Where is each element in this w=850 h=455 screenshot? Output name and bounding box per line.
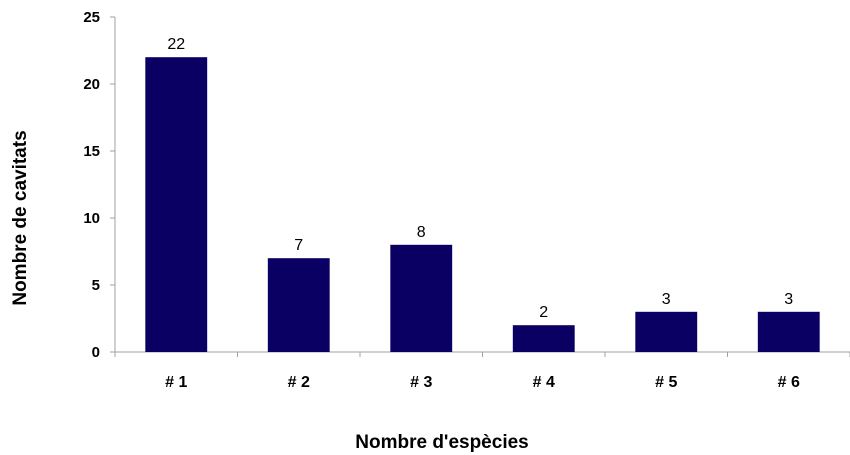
x-tick-label: # 6 [778, 374, 800, 391]
data-label: 3 [662, 291, 671, 308]
x-tick-label: # 5 [655, 374, 677, 391]
x-tick-label: # 4 [533, 374, 555, 391]
chart-axes: 0 5 10 15 20 25 [83, 9, 850, 361]
y-tick-label: 25 [83, 9, 100, 26]
y-axis-title: Nombre de cavitats [10, 130, 31, 305]
y-tick-label: 5 [92, 277, 100, 294]
x-tick-label: # 2 [288, 374, 310, 391]
data-label: 3 [784, 291, 793, 308]
chart-labels: 22 # 1 7 # 2 8 # 3 2 # 4 3 # 5 3 # 6 [165, 36, 800, 391]
y-tick-label: 15 [83, 143, 100, 160]
data-label: 22 [167, 36, 185, 53]
y-tick-label: 10 [83, 210, 100, 227]
data-label: 8 [417, 224, 426, 241]
x-axis-title: Nombre d'espècies [355, 432, 528, 453]
x-tick-label: # 1 [165, 374, 187, 391]
chart-bars [145, 57, 820, 352]
x-tick-label: # 3 [410, 374, 432, 391]
bar [145, 57, 208, 352]
y-tick-label: 0 [92, 344, 100, 361]
bar [757, 311, 820, 352]
y-tick-label: 20 [83, 76, 100, 93]
bar [635, 311, 698, 352]
bar [512, 325, 575, 352]
data-label: 2 [539, 304, 548, 321]
data-label: 7 [294, 237, 303, 254]
bar [390, 244, 453, 352]
bar [267, 258, 330, 352]
